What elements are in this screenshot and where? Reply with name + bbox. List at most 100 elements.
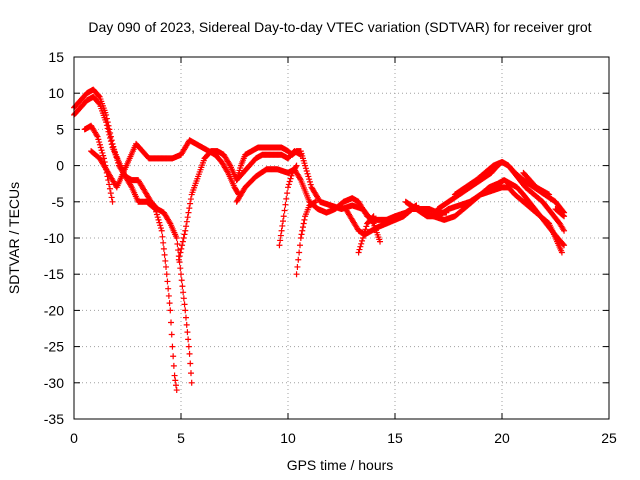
y-tick-label: 0: [56, 158, 64, 174]
data-point: [296, 242, 303, 249]
data-point: [226, 161, 233, 168]
data-point: [168, 319, 175, 326]
data-point: [163, 263, 170, 270]
data-point: [295, 256, 302, 263]
y-tick-label: -30: [44, 375, 64, 391]
data-points: [71, 86, 568, 394]
data-point: [558, 249, 565, 256]
data-point: [175, 256, 182, 263]
data-point: [157, 222, 164, 229]
data-point: [355, 249, 362, 256]
data-point: [159, 233, 166, 240]
data-point: [179, 238, 186, 245]
data-point: [98, 147, 105, 154]
data-point: [183, 223, 190, 230]
data-point: [277, 237, 284, 244]
data-point: [182, 314, 189, 321]
data-point: [304, 170, 311, 177]
data-point: [299, 224, 306, 231]
data-point: [99, 149, 106, 156]
data-point: [184, 329, 191, 336]
data-point: [301, 216, 308, 223]
data-point: [171, 372, 178, 379]
data-point: [300, 220, 307, 227]
data-point: [106, 181, 113, 188]
data-point: [278, 227, 285, 234]
series-sat-p: [520, 169, 553, 198]
series-sat-d: [88, 137, 242, 198]
data-point: [172, 377, 179, 384]
data-point: [546, 191, 553, 198]
data-point: [181, 231, 188, 238]
data-point: [285, 184, 291, 191]
data-point: [279, 222, 286, 229]
data-point: [305, 173, 312, 180]
data-point: [169, 343, 176, 350]
data-point: [285, 181, 292, 188]
data-point: [187, 370, 194, 377]
data-point: [161, 251, 168, 258]
series-sat-m: [419, 177, 568, 249]
data-point: [187, 196, 194, 203]
data-point: [560, 212, 567, 219]
data-point: [306, 178, 313, 185]
data-point: [369, 214, 376, 221]
data-point: [286, 178, 293, 185]
data-point: [127, 182, 134, 189]
series-sat-h: [276, 162, 300, 249]
data-point: [156, 219, 163, 226]
data-point: [186, 350, 193, 357]
data-point: [170, 353, 177, 360]
y-tick-label: -10: [44, 230, 64, 246]
data-point: [361, 229, 368, 236]
data-point: [186, 205, 193, 212]
series-sat-j: [342, 206, 450, 238]
data-point: [357, 243, 364, 250]
data-point: [176, 253, 183, 260]
y-axis-label: SDTVAR / TECUs: [6, 182, 22, 294]
data-point: [109, 198, 116, 205]
data-point: [560, 241, 567, 248]
data-point: [173, 387, 180, 394]
series-sat-i: [293, 198, 319, 278]
data-point: [180, 295, 187, 302]
data-point: [96, 141, 103, 148]
data-point: [178, 271, 184, 278]
data-point: [166, 219, 173, 226]
data-point: [95, 92, 102, 99]
series-sat-g: [233, 166, 420, 223]
data-point: [106, 185, 113, 192]
data-point: [303, 168, 310, 175]
data-point: [370, 213, 377, 220]
x-tick-labels: 0 5 10 15 20 25: [70, 430, 617, 446]
data-point: [280, 213, 287, 220]
data-point: [299, 227, 306, 234]
data-point: [281, 207, 288, 214]
data-point: [107, 138, 114, 145]
data-point: [359, 237, 366, 244]
data-point: [180, 289, 187, 296]
data-point: [293, 271, 300, 278]
data-point: [165, 285, 172, 292]
data-point: [100, 152, 107, 159]
data-point: [105, 128, 112, 135]
data-point: [187, 360, 194, 367]
data-point: [561, 242, 568, 249]
data-point: [107, 134, 114, 141]
y-tick-label: -20: [44, 302, 64, 318]
data-point: [95, 136, 102, 143]
data-point: [224, 168, 231, 175]
data-point: [177, 265, 184, 272]
chart-title: Day 090 of 2023, Sidereal Day-to-day VTE…: [88, 19, 591, 35]
data-point: [154, 214, 161, 221]
y-tick-label: -25: [44, 339, 64, 355]
data-point: [173, 382, 180, 389]
y-tick-label: 15: [48, 49, 64, 65]
data-point: [182, 307, 189, 314]
data-point: [174, 241, 181, 248]
data-point: [155, 216, 162, 223]
data-point: [284, 190, 291, 197]
data-point: [185, 336, 192, 343]
data-point: [360, 232, 367, 239]
